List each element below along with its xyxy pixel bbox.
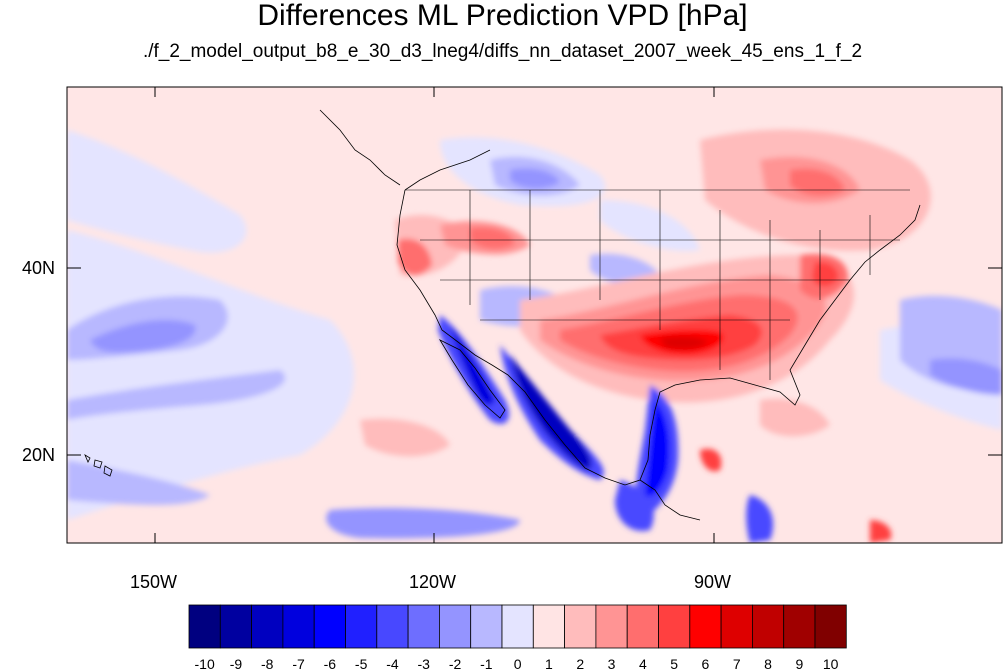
lat-label-40n: 40N xyxy=(22,258,56,278)
colorbar-box xyxy=(564,604,597,649)
colorbar-box xyxy=(689,604,722,649)
colorbar-box xyxy=(783,604,816,649)
lon-label-120w: 120W xyxy=(409,572,457,592)
colorbar-box xyxy=(752,604,785,649)
colorbar-label: 10 xyxy=(822,656,839,672)
colorbar-label: 8 xyxy=(764,656,772,672)
colorbar-box xyxy=(345,604,378,649)
lat-label-20n: 20N xyxy=(22,445,56,465)
colorbar-label: -3 xyxy=(417,656,430,672)
colorbar-box xyxy=(595,604,628,649)
colorbar-label: 9 xyxy=(795,656,804,672)
colorbar-box xyxy=(376,604,409,649)
colorbar-label: 7 xyxy=(732,656,741,672)
state-borders xyxy=(405,189,910,380)
map-subtitle: ./f_2_model_output_b8_e_30_d3_lneg4/diff… xyxy=(142,41,863,62)
colorbar-box xyxy=(532,604,565,649)
colorbar-box xyxy=(501,604,534,649)
colorbar xyxy=(188,604,847,649)
colorbar-box xyxy=(188,604,221,649)
lon-label-150w: 150W xyxy=(130,572,178,592)
colorbar-box xyxy=(282,604,315,649)
colorbar-label: -2 xyxy=(448,656,462,672)
colorbar-label: 3 xyxy=(607,656,616,672)
colorbar-label: -9 xyxy=(229,656,243,672)
colorbar-box xyxy=(658,604,691,649)
colorbar-box xyxy=(814,604,847,649)
colorbar-label: -1 xyxy=(480,656,493,672)
colorbar-box xyxy=(251,604,284,649)
colorbar-label: -5 xyxy=(354,656,368,672)
colorbar-box xyxy=(219,604,253,649)
colorbar-label: -6 xyxy=(323,656,337,672)
coastlines xyxy=(319,109,921,521)
colorbar-label: 6 xyxy=(701,656,710,672)
axis-ticks xyxy=(67,87,1002,543)
colorbar-box xyxy=(438,604,472,649)
hawaii xyxy=(84,454,113,477)
colorbar-box xyxy=(720,604,753,649)
colorbar-label: 1 xyxy=(545,656,553,672)
map-field xyxy=(67,87,1002,543)
colorbar-label: -8 xyxy=(261,656,274,672)
colorbar-box xyxy=(470,604,503,649)
colorbar-label: 4 xyxy=(638,656,647,672)
colorbar-box xyxy=(407,604,440,649)
colorbar-label: 5 xyxy=(670,656,679,672)
colorbar-label: -10 xyxy=(194,656,215,672)
colorbar-box xyxy=(626,604,659,649)
lon-label-90w: 90W xyxy=(694,572,732,592)
colorbar-label: -7 xyxy=(292,656,305,672)
colorbar-label: 2 xyxy=(576,656,585,672)
colorbar-label: 0 xyxy=(513,656,522,672)
map-frame xyxy=(66,86,1003,544)
map-title: Differences ML Prediction VPD [hPa] xyxy=(257,0,748,32)
colorbar-box xyxy=(313,604,346,649)
colorbar-label: -4 xyxy=(386,656,399,672)
